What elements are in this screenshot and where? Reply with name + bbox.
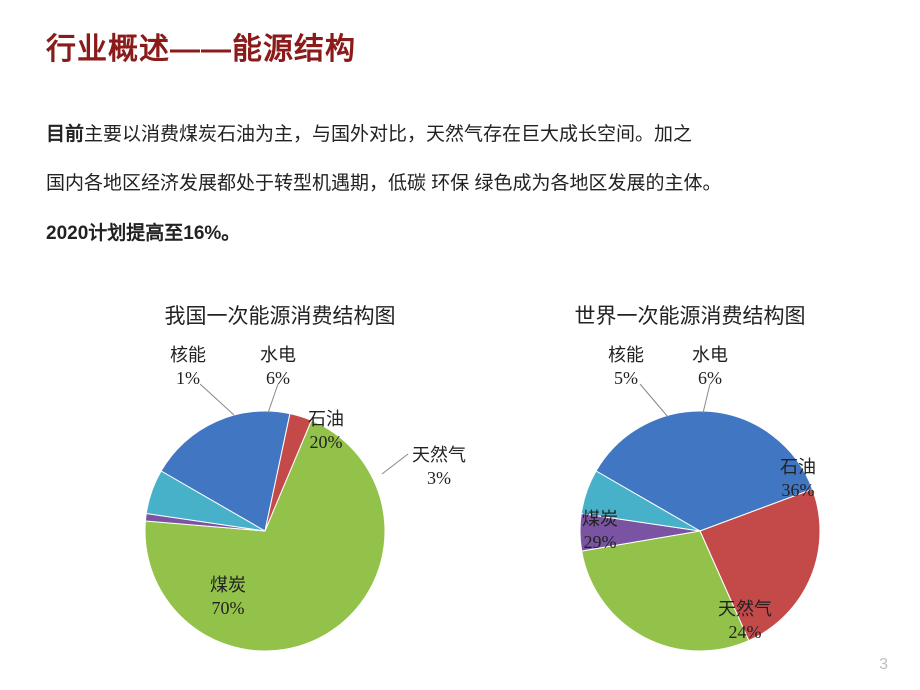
world-leader-核能 [640,384,668,417]
china-label-石油: 石油20% [308,408,344,453]
china-label-核能: 核能1% [170,344,206,389]
china-leader-天然气 [382,454,408,474]
line2: 国内各地区经济发展都处于转型机遇期，低碳 环保 绿色成为各地区发展的主体。 [46,173,722,194]
world-pie-svg [500,336,880,666]
page-number: 3 [879,656,888,674]
world-chart-title: 世界一次能源消费结构图 [500,300,880,330]
world-label-石油: 石油36% [780,456,816,501]
world-label-煤炭: 煤炭29% [582,508,618,553]
world-label-天然气: 天然气24% [718,598,772,643]
line3-bold: 2020计划提高至16%。 [46,223,240,244]
china-chart-title: 我国一次能源消费结构图 [90,300,470,330]
line1-rest: 主要以消费煤炭石油为主，与国外对比，天然气存在巨大成长空间。加之 [84,124,692,145]
world-pie-wrap: 石油36% 天然气24% 煤炭29% 核能5% 水电6% [500,336,880,656]
world-label-水电: 水电6% [692,344,728,389]
page-title: 行业概述——能源结构 [46,24,356,68]
world-chart: 世界一次能源消费结构图 石油36% 天然气24% 煤炭29% 核能5% 水电6% [500,300,880,656]
charts-row: 我国一次能源消费结构图 石油20% 天然气3% 煤炭70% 核能1% 水电6% 世界一次… [0,300,920,660]
body-paragraph: 目前主要以消费煤炭石油为主，与国外对比，天然气存在巨大成长空间。加之 国内各地区… [46,110,876,258]
world-label-核能: 核能5% [608,344,644,389]
china-chart: 我国一次能源消费结构图 石油20% 天然气3% 煤炭70% 核能1% 水电6% [90,300,470,656]
china-label-水电: 水电6% [260,344,296,389]
china-label-煤炭: 煤炭70% [210,574,246,619]
china-label-天然气: 天然气3% [412,444,466,489]
lead-bold: 目前 [46,124,84,145]
china-pie-wrap: 石油20% 天然气3% 煤炭70% 核能1% 水电6% [90,336,470,656]
